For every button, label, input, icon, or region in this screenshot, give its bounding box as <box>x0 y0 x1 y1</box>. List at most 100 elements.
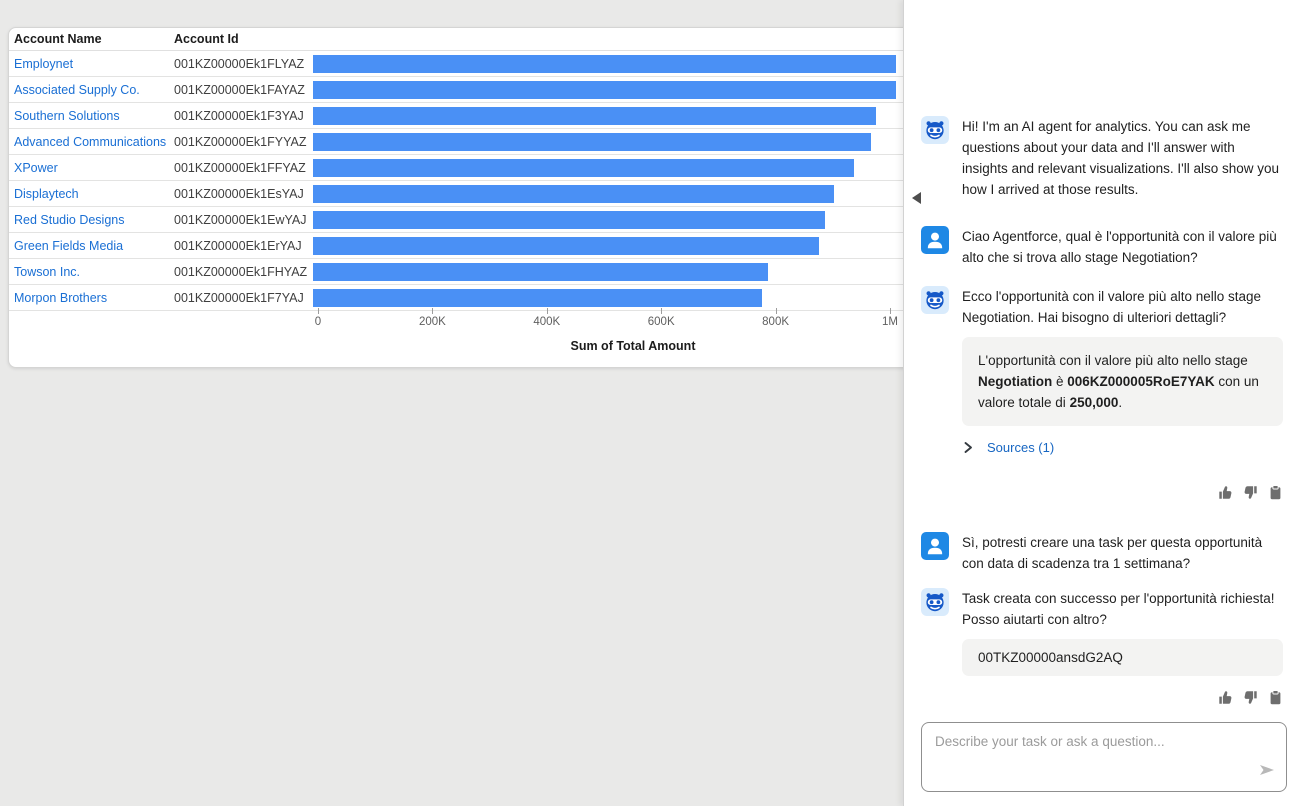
message-text: Ecco l'opportunità con il valore più alt… <box>962 289 1262 325</box>
column-header-account-id: Account Id <box>174 32 239 46</box>
feedback-row <box>962 485 1283 500</box>
thumbs-down-icon[interactable] <box>1243 690 1258 705</box>
table-row: Employnet 001KZ00000Ek1FLYAZ <box>9 51 903 77</box>
message-text: Hi! I'm an AI agent for analytics. You c… <box>962 119 1279 197</box>
answer-text: è <box>1052 374 1068 389</box>
bar-cell <box>313 77 903 102</box>
bar-mark[interactable] <box>313 211 825 229</box>
answer-text: L'opportunità con il valore più alto nel… <box>978 353 1248 368</box>
bar-mark[interactable] <box>313 185 834 203</box>
task-id-card: 00TKZ00000ansdG2AQ <box>962 639 1283 676</box>
chat-input[interactable] <box>922 723 1286 791</box>
axis-tick-label: 0 <box>314 316 322 328</box>
bar-cell <box>313 155 903 180</box>
axis-tick-mark <box>775 308 777 314</box>
answer-text: . <box>1118 395 1123 410</box>
bot-avatar-icon <box>921 588 949 616</box>
axis-tick-label: 800K <box>762 316 790 328</box>
x-axis-title: Sum of Total Amount <box>570 339 696 353</box>
send-icon[interactable] <box>1257 761 1277 784</box>
bar-mark[interactable] <box>313 159 854 177</box>
x-axis: 0 200K 400K 600K 800K 1M <box>314 308 903 335</box>
table-row: Morpon Brothers 001KZ00000Ek1F7YAJ <box>9 285 903 311</box>
table-row: Displaytech 001KZ00000Ek1EsYAJ <box>9 181 903 207</box>
bar-mark[interactable] <box>313 263 768 281</box>
bar-mark[interactable] <box>313 289 763 307</box>
copy-to-clipboard-icon[interactable] <box>1268 485 1283 500</box>
chat-input-container <box>921 722 1287 792</box>
chevron-right-icon <box>964 442 972 453</box>
account-id-cell: 001KZ00000Ek1FAYAZ <box>174 82 305 97</box>
bar-mark[interactable] <box>313 81 897 99</box>
chat-message-bot: Task creata con successo per l'opportuni… <box>904 588 1299 705</box>
account-name-link[interactable]: Employnet <box>14 56 74 71</box>
axis-tick-label: 200K <box>418 316 446 328</box>
table-row: Red Studio Designs 001KZ00000Ek1EwYAJ <box>9 207 903 233</box>
account-name-link[interactable]: Southern Solutions <box>14 108 120 123</box>
message-text: Ciao Agentforce, qual è l'opportunità co… <box>962 229 1277 265</box>
message-text: Sì, potresti creare una task per questa … <box>962 535 1263 571</box>
user-avatar-icon <box>921 532 949 560</box>
axis-tick-mark <box>546 308 548 314</box>
chat-message-bot: Ecco l'opportunità con il valore più alt… <box>904 286 1299 500</box>
bar-cell <box>313 129 903 154</box>
table-row: XPower 001KZ00000Ek1FFYAZ <box>9 155 903 181</box>
bar-cell <box>313 51 903 76</box>
account-name-link[interactable]: Advanced Communications <box>14 134 167 149</box>
sources-toggle[interactable]: Sources (1) <box>962 440 1283 455</box>
bar-cell <box>313 103 903 128</box>
answer-text: con un valore totale di <box>978 374 1259 410</box>
table-row: Associated Supply Co. 001KZ00000Ek1FAYAZ <box>9 77 903 103</box>
table-row: Advanced Communications 001KZ00000Ek1FYY… <box>9 129 903 155</box>
thumbs-down-icon[interactable] <box>1243 485 1258 500</box>
account-name-link[interactable]: Morpon Brothers <box>14 290 108 305</box>
table-row: Green Fields Media 001KZ00000Ek1ErYAJ <box>9 233 903 259</box>
answer-stage: Negotiation <box>978 374 1053 389</box>
account-id-cell: 001KZ00000Ek1FHYAZ <box>174 264 308 279</box>
table-body: Employnet 001KZ00000Ek1FLYAZ Associated … <box>9 51 903 311</box>
axis-tick-label: 1M <box>882 316 898 328</box>
copy-to-clipboard-icon[interactable] <box>1268 690 1283 705</box>
bar-mark[interactable] <box>313 133 871 151</box>
account-name-link[interactable]: Towson Inc. <box>14 264 81 279</box>
account-id-cell: 001KZ00000Ek1FFYAZ <box>174 160 306 175</box>
chat-message-user: Sì, potresti creare una task per questa … <box>904 532 1299 574</box>
collapse-panel-icon[interactable] <box>912 192 921 204</box>
account-id-cell: 001KZ00000Ek1FLYAZ <box>174 56 305 71</box>
message-text: Task creata con successo per l'opportuni… <box>962 591 1275 627</box>
chat-panel: Hi! I'm an AI agent for analytics. You c… <box>903 0 1299 806</box>
bot-avatar-icon <box>921 116 949 144</box>
axis-tick-mark <box>318 308 319 314</box>
account-id-cell: 001KZ00000Ek1ErYAJ <box>174 238 302 253</box>
bar-cell <box>313 207 903 232</box>
thumbs-up-icon[interactable] <box>1218 690 1233 705</box>
bar-cell <box>313 181 903 206</box>
bar-mark[interactable] <box>313 55 897 73</box>
axis-tick-label: 600K <box>647 316 675 328</box>
account-name-link[interactable]: Red Studio Designs <box>14 212 125 227</box>
axis-tick-mark <box>432 308 434 314</box>
table-header-row: Account Name Account Id <box>9 28 903 51</box>
chart-card: Account Name Account Id Employnet 001KZ0… <box>8 27 903 368</box>
axis-tick-mark <box>661 308 663 314</box>
chat-message-user: Ciao Agentforce, qual è l'opportunità co… <box>904 226 1299 268</box>
user-avatar-icon <box>921 226 949 254</box>
column-header-account-name: Account Name <box>14 32 102 46</box>
thumbs-up-icon[interactable] <box>1218 485 1233 500</box>
bar-mark[interactable] <box>313 237 820 255</box>
account-name-link[interactable]: Associated Supply Co. <box>14 82 140 97</box>
table-row: Southern Solutions 001KZ00000Ek1F3YAJ <box>9 103 903 129</box>
account-name-link[interactable]: Displaytech <box>14 186 79 201</box>
chat-message-bot: Hi! I'm an AI agent for analytics. You c… <box>904 116 1299 200</box>
account-name-link[interactable]: Green Fields Media <box>14 238 124 253</box>
account-id-cell: 001KZ00000Ek1EsYAJ <box>174 186 304 201</box>
answer-card: L'opportunità con il valore più alto nel… <box>962 337 1283 426</box>
account-id-cell: 001KZ00000Ek1F7YAJ <box>174 290 304 305</box>
bar-cell <box>313 233 903 258</box>
account-name-link[interactable]: XPower <box>14 160 58 175</box>
feedback-row <box>962 690 1283 705</box>
bar-mark[interactable] <box>313 107 877 125</box>
bot-avatar-icon <box>921 286 949 314</box>
sources-link[interactable]: Sources (1) <box>987 440 1055 455</box>
